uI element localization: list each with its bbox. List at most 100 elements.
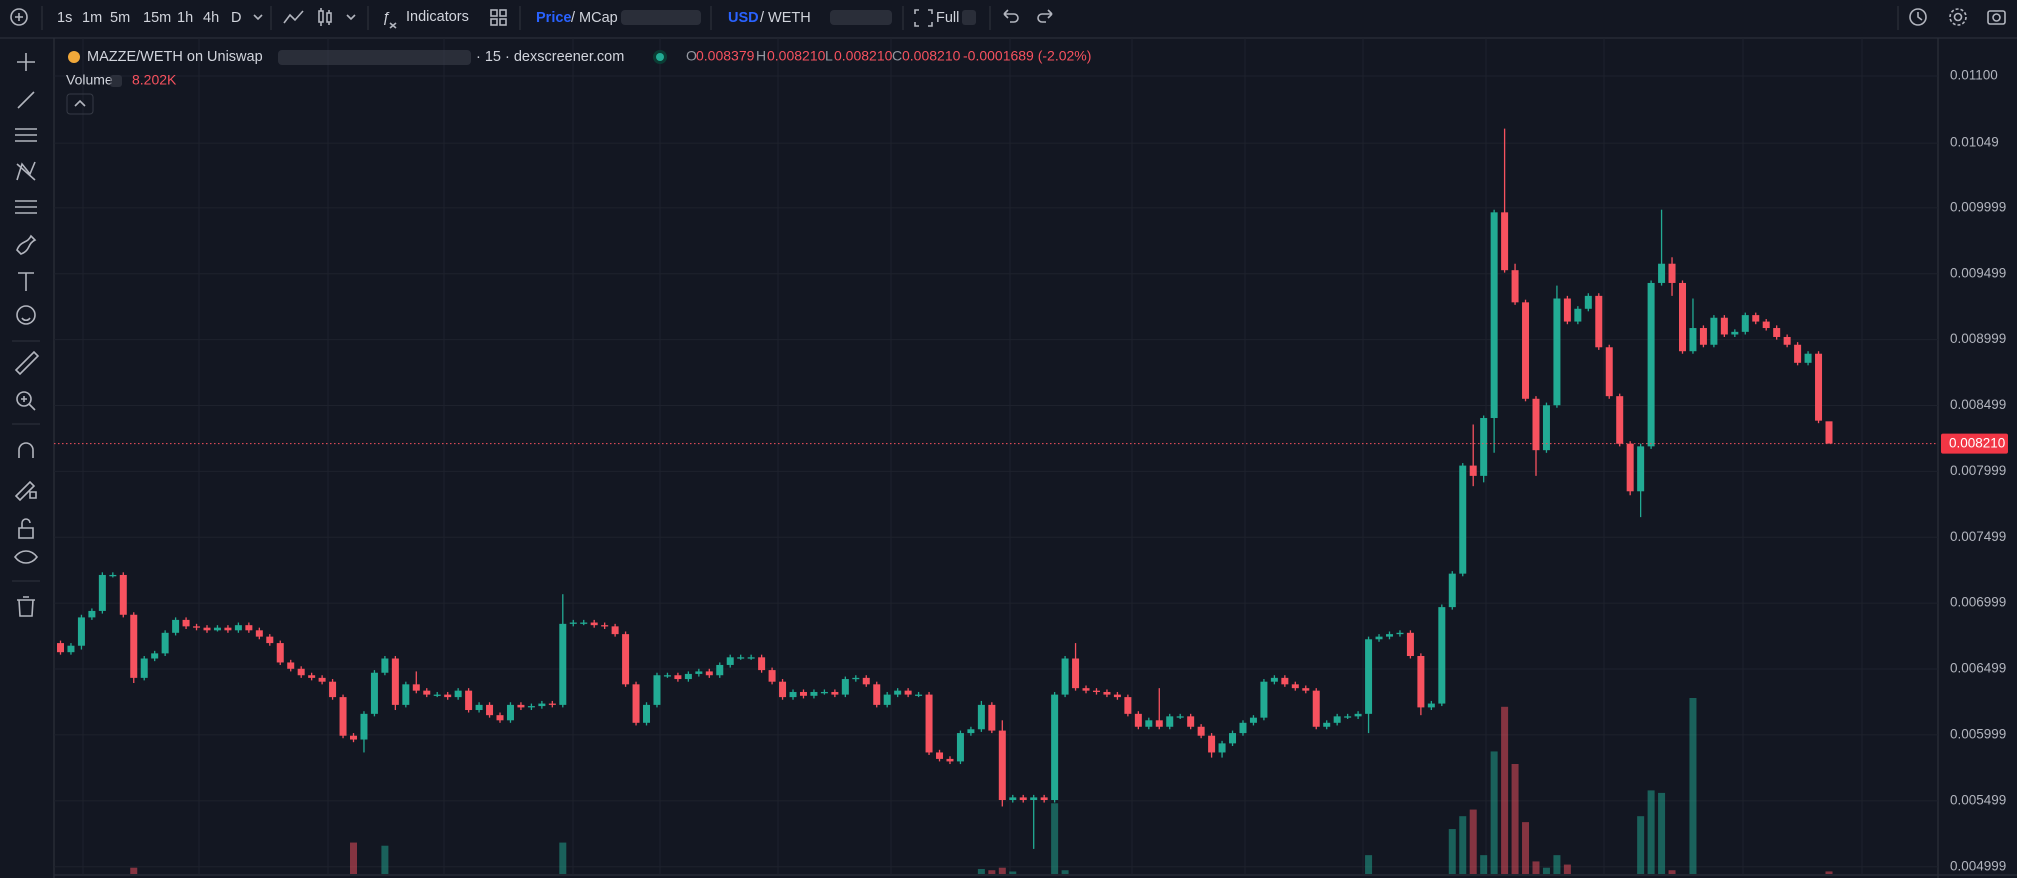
- replay-button[interactable]: [1909, 8, 1927, 26]
- candle-body: [1365, 639, 1373, 714]
- volume-bar: [1511, 764, 1519, 874]
- candle-body: [1710, 317, 1718, 345]
- add-symbol-button[interactable]: [10, 8, 28, 26]
- candle-body: [548, 703, 556, 705]
- candle-body: [852, 677, 860, 680]
- chart-style-candles[interactable]: [318, 8, 332, 26]
- candle-body: [1469, 465, 1477, 476]
- magnet-tool[interactable]: [18, 442, 34, 458]
- candle-body: [946, 758, 954, 762]
- candle-body: [1773, 328, 1781, 337]
- ohlc-value: 0.008210: [767, 48, 826, 64]
- candle-body: [1354, 713, 1362, 717]
- y-tick-label: 0.007999: [1950, 463, 2006, 478]
- y-tick-label: 0.01049: [1950, 135, 1999, 150]
- candle-body: [1333, 716, 1341, 723]
- interval-button[interactable]: 4h: [203, 10, 219, 26]
- candle-body: [1040, 797, 1048, 801]
- screenshot-button[interactable]: [1987, 10, 2006, 25]
- zoom-tool[interactable]: [16, 391, 36, 411]
- candle-body: [1270, 677, 1278, 682]
- candle-body: [768, 670, 776, 682]
- trendline-tool[interactable]: [17, 91, 35, 109]
- candle-body: [1605, 347, 1613, 397]
- candle-body: [1187, 716, 1195, 727]
- candle-body: [559, 623, 567, 705]
- candle-body: [925, 694, 933, 753]
- interval-button[interactable]: 15m: [143, 10, 171, 26]
- emoji-tool[interactable]: [16, 305, 36, 325]
- candle-body: [370, 672, 378, 714]
- candle-body: [674, 675, 682, 680]
- interval-button[interactable]: 1m: [82, 10, 102, 26]
- indicators-button[interactable]: Indicators: [406, 9, 469, 25]
- mcap-toggle[interactable]: / MCap: [571, 10, 618, 26]
- fib-tool[interactable]: [15, 128, 37, 142]
- ruler-tool[interactable]: [14, 350, 40, 376]
- style-menu[interactable]: [346, 14, 356, 21]
- candle-body: [1741, 315, 1749, 332]
- interval-button[interactable]: 1s: [57, 10, 72, 26]
- collapse-legend-button[interactable]: [66, 93, 94, 115]
- candle-body: [1239, 722, 1247, 734]
- weth-toggle[interactable]: / WETH: [760, 10, 811, 26]
- candle-body: [1302, 688, 1310, 691]
- fullscreen-button[interactable]: Full: [936, 10, 959, 26]
- candle-body: [611, 626, 619, 635]
- volume-bar: [1501, 706, 1509, 874]
- candle-body: [245, 625, 253, 631]
- candle-body: [234, 625, 242, 631]
- lock-tool[interactable]: [18, 518, 34, 539]
- fullscreen-icon[interactable]: [914, 9, 933, 27]
- lock-drawing-tool[interactable]: [14, 480, 37, 502]
- candle-body: [758, 657, 766, 671]
- layouts-button[interactable]: [490, 9, 507, 26]
- candle-body: [1312, 690, 1320, 727]
- y-tick-label: 0.009499: [1950, 265, 2006, 280]
- brush-tool[interactable]: [16, 234, 37, 255]
- interval-button[interactable]: D: [231, 10, 241, 26]
- remove-tool[interactable]: [17, 596, 35, 617]
- usd-toggle[interactable]: USD: [728, 10, 759, 26]
- candle-body: [308, 675, 316, 678]
- candle-body: [287, 662, 295, 669]
- candle-body: [1134, 713, 1142, 727]
- candle-body: [1532, 398, 1540, 451]
- candle-body: [255, 630, 263, 637]
- interval-button[interactable]: 1h: [177, 10, 193, 26]
- chart-style-line[interactable]: [283, 10, 304, 24]
- volume-bar: [1490, 751, 1498, 874]
- candle-body: [894, 690, 902, 695]
- hide-tool[interactable]: [13, 550, 39, 564]
- settings-button[interactable]: [1949, 8, 1967, 26]
- candle-body: [318, 677, 326, 682]
- volume-bar: [1689, 698, 1697, 874]
- candle-body: [1082, 688, 1090, 691]
- candle-body: [904, 690, 912, 695]
- candle-body: [1522, 302, 1530, 399]
- price-toggle[interactable]: Price: [536, 10, 571, 26]
- text-tool[interactable]: [18, 272, 34, 291]
- candle-body: [1197, 726, 1205, 736]
- volume-bar: [1365, 855, 1373, 874]
- candle-body: [1438, 607, 1446, 704]
- prediction-tool[interactable]: [15, 200, 37, 214]
- candle-body: [339, 697, 347, 736]
- crosshair-tool[interactable]: [17, 53, 35, 71]
- volume-bar: [1658, 792, 1666, 874]
- interval-menu[interactable]: [253, 14, 263, 21]
- candle-body: [1668, 263, 1676, 283]
- candle-body: [360, 713, 368, 740]
- candle-body: [1061, 658, 1069, 695]
- candle-body: [883, 694, 891, 705]
- pattern-tool[interactable]: [16, 161, 36, 181]
- candle-body: [1103, 691, 1111, 695]
- redo-button[interactable]: [1037, 9, 1053, 23]
- interval-button[interactable]: 5m: [110, 10, 130, 26]
- undo-button[interactable]: [1003, 9, 1019, 23]
- candle-body: [1291, 684, 1299, 689]
- candle-body: [1249, 717, 1257, 723]
- last-price-box: [1941, 433, 2008, 454]
